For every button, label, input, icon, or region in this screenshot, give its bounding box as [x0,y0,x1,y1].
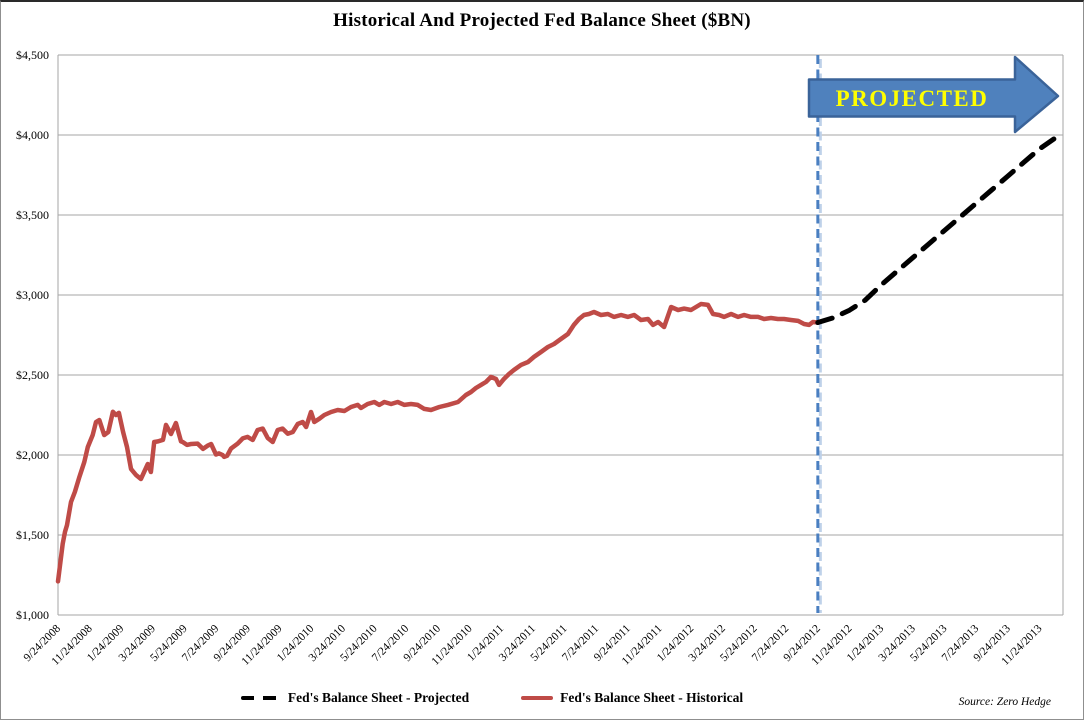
projected-arrow-label: PROJECTED [836,86,989,111]
projected-arrow [807,55,1060,134]
y-axis-tick-label: $1,000 [16,608,49,622]
historical-solid-line-sample [521,695,554,701]
chart-title: Historical And Projected Fed Balance She… [333,10,751,31]
y-axis-tick-label: $1,500 [16,528,49,542]
historical-series-line [55,301,821,584]
chart-legend: Fed's Balance Sheet - Projected Fed's Ba… [1,690,1033,706]
legend-label-historical: Fed's Balance Sheet - Historical [560,690,744,705]
y-axis-tick-label: $2,500 [16,368,49,382]
y-axis-tick-label: $4,000 [16,128,49,142]
legend-item-projected: Fed's Balance Sheet - Projected [240,690,470,706]
projected-dashed-line-sample [240,696,281,700]
y-axis-tick-label: $4,500 [16,48,49,62]
y-axis-tick-label: $2,000 [16,448,49,462]
source-credit: Source: Zero Hedge [958,696,1051,708]
legend-label-projected: Fed's Balance Sheet - Projected [287,690,470,705]
y-axis-tick-label: $3,500 [16,208,49,222]
y-axis-tick-label: $3,000 [16,288,49,302]
projected-series-line [815,133,1061,325]
legend-item-historical: Fed's Balance Sheet - Historical [521,690,743,706]
